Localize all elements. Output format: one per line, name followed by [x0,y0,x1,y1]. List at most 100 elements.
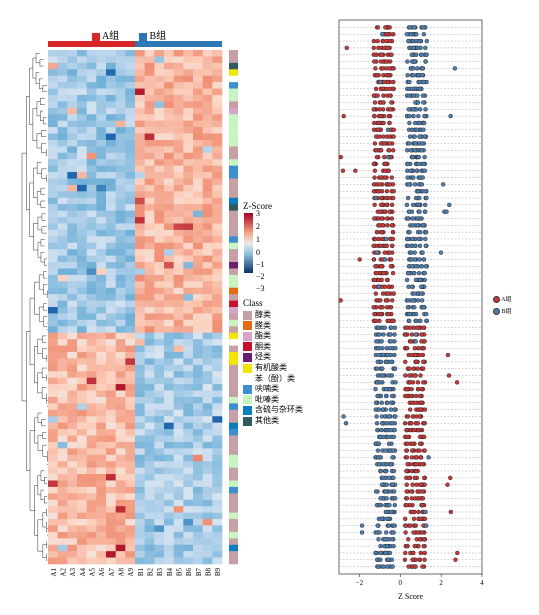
dot-point-a [411,366,416,371]
group-bar-a [48,41,135,47]
heatmap-cell [125,454,136,462]
heatmap-cell [193,351,203,359]
dot-point-a [390,270,396,276]
dot-point-a [417,441,423,446]
heatmap-cell [67,371,78,378]
heatmap-cell [48,474,58,481]
heatmap-cell [212,435,223,443]
heatmap-cell [115,467,126,475]
heatmap-cell [164,339,174,346]
heatmap-cell [164,152,174,160]
heatmap-cell [57,326,68,333]
heatmap-cell [144,255,155,263]
heatmap-cell [144,294,155,301]
dot-point-b [423,45,428,51]
heatmap-cell [164,294,174,301]
heatmap-cell [173,223,184,231]
heatmap-cell [115,486,126,494]
heatmap-cell [144,191,155,199]
heatmap-cell [86,165,97,173]
heatmap-cell [77,429,87,436]
heatmap-cell [86,287,97,295]
heatmap-cell [86,69,97,76]
class-legend-swatch [243,395,252,405]
dot-legend: A组 B组 [493,294,512,318]
heatmap-cell [135,538,145,546]
dot-point-a [371,45,377,51]
heatmap-cell [106,499,116,507]
heatmap-cell [173,313,184,321]
heatmap-cell [173,486,184,494]
heatmap-cell [202,429,213,436]
heatmap-cell [183,519,194,526]
dot-point-a [379,195,384,201]
heatmap-cell [154,506,165,513]
zscore-legend-title: Z-Score [243,201,272,211]
heatmap-cell [135,345,145,353]
dot-point-b [392,407,397,412]
heatmap-cell [212,75,223,83]
heatmap-cell [135,307,145,314]
heatmap-cell [67,403,78,411]
dot-point-b [409,52,414,57]
dot-point-b [392,502,398,508]
heatmap-cell [183,107,194,115]
dot-point-b [391,489,397,494]
heatmap-cell [57,351,68,359]
dot-point-b [392,325,398,330]
dot-point-b [411,45,416,51]
class-cell [229,197,238,205]
heatmap-cell [115,319,126,327]
heatmap-cell [96,519,107,526]
class-cell [229,88,238,96]
heatmap-cell [67,396,78,404]
heatmap-cell [154,486,165,494]
class-cell [229,274,238,282]
class-cell [229,422,238,430]
heatmap-cell [202,339,213,346]
heatmap-cell [86,88,97,96]
heatmap-cell [48,416,58,423]
dot-point-b [413,277,419,283]
heatmap-cell [193,127,203,134]
column-label: B7 [195,568,203,577]
heatmap-cell [106,307,116,314]
heatmap-cell [115,307,126,314]
heatmap-cell [154,319,165,327]
heatmap-cell [144,172,155,179]
heatmap-cell [164,242,174,250]
dot-point-b [385,400,390,405]
heatmap-cell [193,82,203,89]
class-cell [229,146,238,154]
heatmap-cell [106,274,116,282]
dot-point-b [418,277,423,283]
dot-point-b [374,250,380,255]
heatmap-cell [96,557,107,565]
heatmap-cell [67,114,78,121]
heatmap-cell [106,139,116,147]
heatmap-cell [86,281,97,289]
dot-point-b [417,209,422,214]
heatmap-cell [173,396,184,404]
heatmap-cell [183,191,194,199]
dot-point-b [384,496,389,501]
heatmap-cell [125,409,136,417]
heatmap-cell [183,435,194,443]
heatmap-cell [86,127,97,134]
heatmap-cell [106,512,116,520]
heatmap-cell [48,351,58,359]
dot-point-b [376,564,381,569]
heatmap-cell [86,441,97,449]
heatmap-cell [202,377,213,385]
heatmap-cell [115,294,126,301]
heatmap-cell [173,242,184,250]
heatmap-cell [183,133,194,141]
heatmap-cell [173,229,184,237]
heatmap-cell [183,120,194,128]
heatmap-cell [212,172,223,179]
dot-point-a [403,516,408,522]
dot-point-a [420,530,425,535]
heatmap-cell [202,332,213,340]
heatmap-cell [106,454,116,462]
dot-point-b [390,448,396,453]
